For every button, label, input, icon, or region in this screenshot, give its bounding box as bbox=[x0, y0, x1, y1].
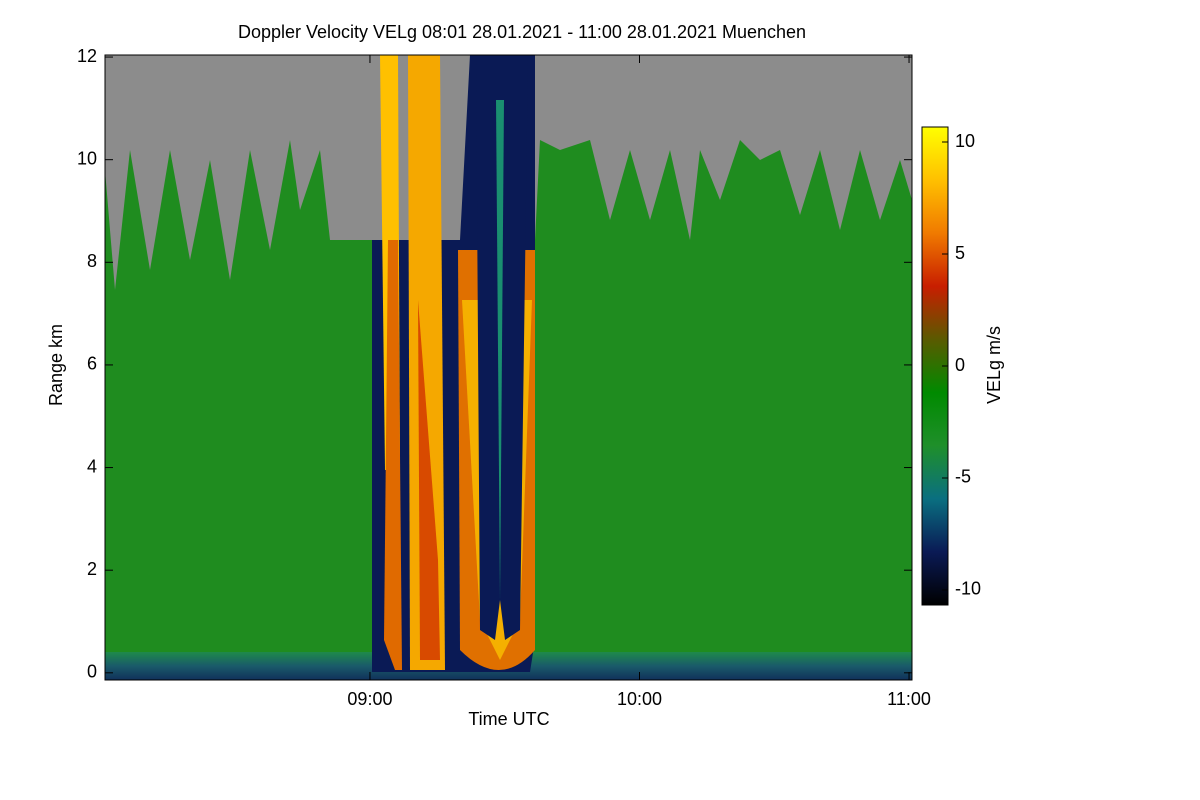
colorbar-label: VELg m/s bbox=[984, 326, 1004, 404]
colorbar-tick-label: -10 bbox=[955, 579, 981, 599]
chart-title: Doppler Velocity VELg 08:01 28.01.2021 -… bbox=[238, 22, 806, 42]
y-tick-label: 8 bbox=[87, 251, 97, 271]
y-tick-label: 2 bbox=[87, 559, 97, 579]
y-tick-label: 4 bbox=[87, 456, 97, 476]
updraft-stripe bbox=[384, 240, 402, 670]
x-tick-label: 11:00 bbox=[887, 689, 931, 709]
plot-frame bbox=[104, 54, 913, 681]
y-tick-label: 6 bbox=[87, 354, 97, 374]
downdraft-core bbox=[496, 100, 504, 600]
x-tick-label: 09:00 bbox=[347, 689, 392, 709]
updraft-stripe bbox=[408, 55, 445, 670]
y-axis-label: Range km bbox=[46, 324, 66, 406]
colorbar-tick-label: 5 bbox=[955, 243, 965, 263]
y-tick-label: 10 bbox=[77, 148, 97, 168]
y-tick-label: 12 bbox=[77, 46, 97, 66]
velocity-field bbox=[105, 55, 912, 680]
x-axis-label: Time UTC bbox=[468, 709, 549, 729]
colorbar-tick-label: 10 bbox=[955, 131, 975, 151]
y-tick-label: 0 bbox=[87, 662, 97, 682]
updraft-core bbox=[418, 300, 440, 660]
x-tick-label: 10:00 bbox=[617, 689, 662, 709]
colorbar-tick-label: 0 bbox=[955, 355, 965, 375]
colorbar-tick-label: -5 bbox=[955, 467, 971, 487]
